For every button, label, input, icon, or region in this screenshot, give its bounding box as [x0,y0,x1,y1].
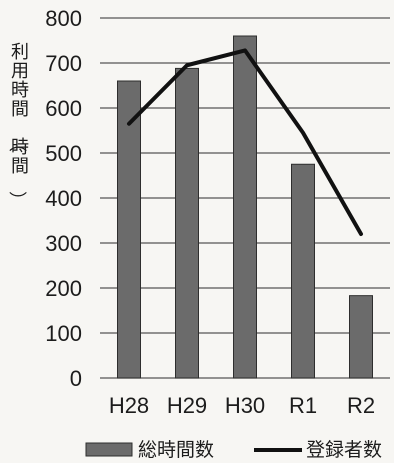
y-tick-label: 500 [45,141,82,166]
x-tick-label: R1 [289,393,317,418]
y-axis-label-char: 時 [11,137,29,158]
y-tick-label: 0 [70,366,82,391]
x-tick-labels: H28 H29 H30 R1 R2 [109,393,375,418]
y-tick-label: 300 [45,231,82,256]
bar [233,35,257,379]
y-tick-label: 600 [45,96,82,121]
y-axis-label-char: （ [6,134,27,152]
y-tick-labels: 0 100 200 300 400 500 600 700 800 [45,6,82,391]
bar [117,80,141,379]
y-axis-label-char: 用 [11,61,29,82]
x-tick-label: R2 [347,393,375,418]
y-tick-label: 700 [45,51,82,76]
legend-line-label: 登録者数 [306,439,382,461]
legend: 総時間数 登録者数 [85,439,382,461]
x-tick-label: H30 [225,393,265,418]
x-tick-label: H28 [109,393,149,418]
y-tick-label: 800 [45,6,82,31]
series-line [127,48,363,236]
bar [349,295,373,379]
y-axis-label-char: 時 [11,80,29,101]
y-axis-label: 利用時間（時間） [6,42,29,209]
y-tick-label: 200 [45,276,82,301]
y-axis-label-char: 間 [11,99,29,120]
y-tick-label: 400 [45,186,82,211]
y-axis-label-char: ） [6,191,27,209]
x-tick-label: H29 [167,393,207,418]
bar-series [117,35,373,379]
line-series [127,48,363,236]
legend-bar-label: 総時間数 [138,439,214,461]
legend-bar-swatch [85,442,133,457]
bar [291,163,315,379]
y-axis-label-char: 利 [11,42,29,63]
y-tick-label: 100 [45,321,82,346]
y-axis-label-char: 間 [11,156,29,177]
bar [175,67,199,379]
y-axis-label-text: 利用時間（時間） [6,42,29,209]
